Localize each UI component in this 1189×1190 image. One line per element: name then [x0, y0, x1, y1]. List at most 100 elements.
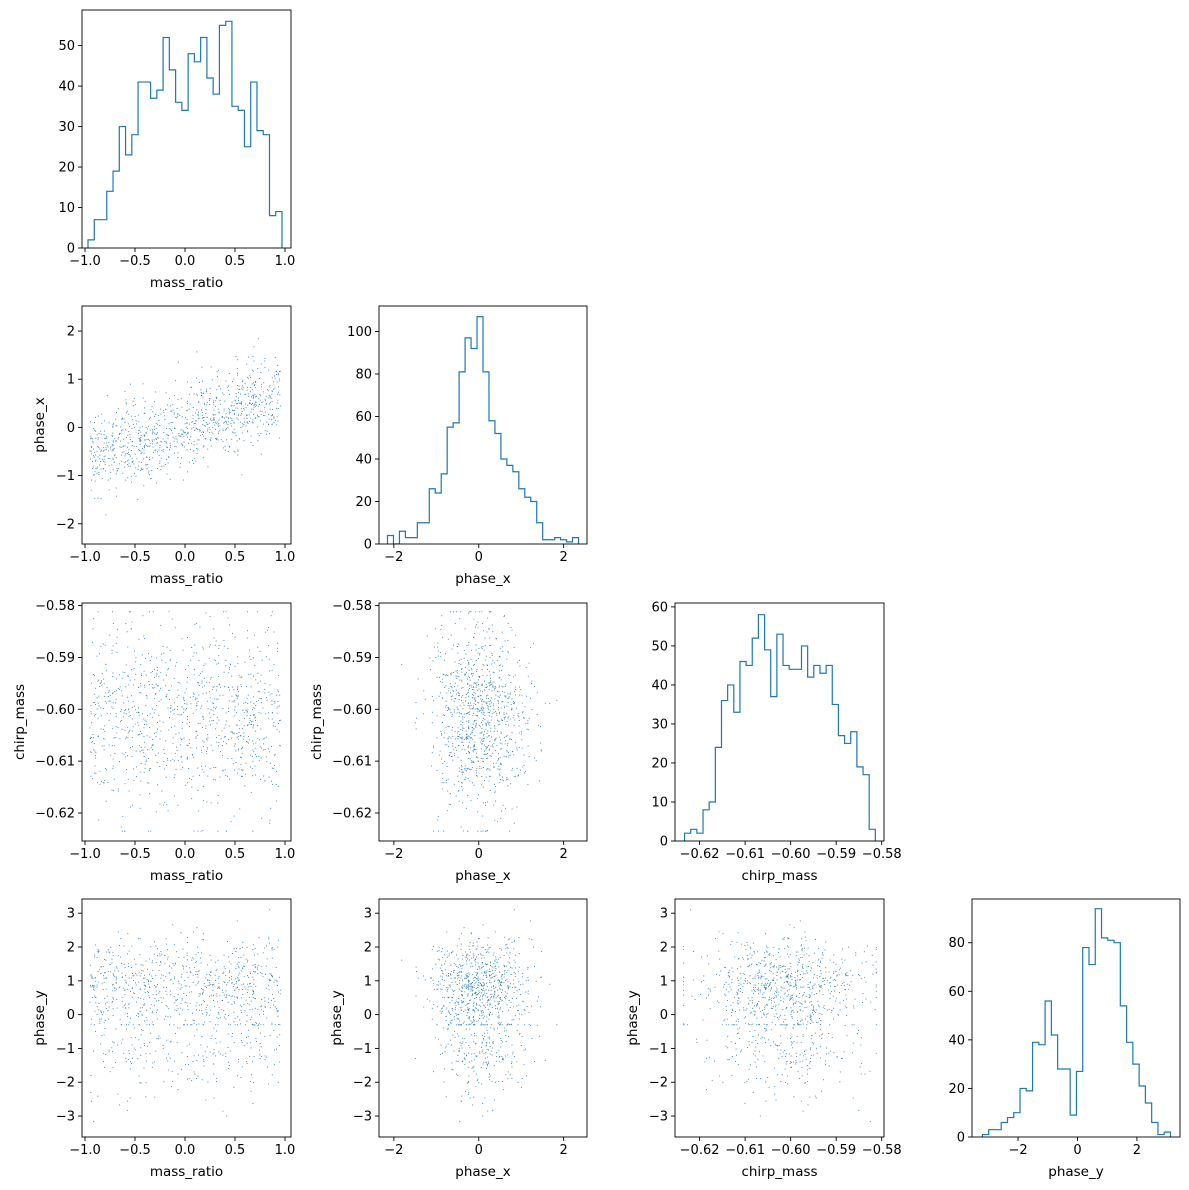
scatter-point [504, 640, 506, 642]
scatter-point [168, 1069, 170, 1071]
scatter-point [451, 997, 453, 999]
scatter-point [532, 642, 534, 644]
scatter-point [106, 951, 107, 953]
scatter-point [111, 450, 113, 452]
scatter-point [540, 750, 542, 752]
scatter-point [257, 1027, 259, 1029]
scatter-point [455, 746, 457, 748]
scatter-point [118, 463, 120, 465]
scatter-point [460, 765, 462, 766]
scatter-point [506, 946, 508, 948]
scatter-point [468, 1017, 470, 1019]
scatter-point [141, 675, 142, 676]
scatter-point [278, 391, 280, 393]
scatter-point [247, 741, 249, 743]
scatter-point [113, 974, 114, 976]
scatter-point [273, 388, 275, 390]
scatter-point [247, 1036, 249, 1038]
scatter-point [271, 418, 272, 420]
scatter-point [473, 1005, 475, 1007]
scatter-point [92, 741, 93, 743]
scatter-point [232, 431, 233, 433]
scatter-point [486, 830, 488, 832]
scatter-point [278, 731, 280, 733]
scatter-point [174, 416, 176, 418]
scatter-point [111, 693, 113, 694]
scatter-point [461, 769, 463, 771]
scatter-point [493, 681, 495, 683]
scatter-point [247, 711, 249, 713]
scatter-point [276, 694, 278, 696]
scatter-point [259, 1043, 261, 1044]
scatter-point [125, 975, 127, 977]
scatter-point [104, 463, 106, 465]
scatter-point [257, 966, 259, 968]
scatter-point [114, 455, 116, 457]
scatter-point [231, 420, 233, 421]
scatter-point [225, 1056, 227, 1058]
scatter-point [173, 965, 175, 967]
scatter-point [495, 738, 496, 740]
scatter-point [210, 994, 212, 996]
scatter-point [183, 431, 185, 433]
scatter-point [474, 741, 476, 743]
scatter-point [482, 987, 484, 989]
scatter-point [131, 481, 133, 483]
scatter-point [169, 1041, 171, 1043]
scatter-point [159, 765, 161, 767]
scatter-point [482, 735, 484, 737]
scatter-point [466, 737, 468, 739]
scatter-point [264, 1055, 266, 1057]
scatter-point [207, 734, 209, 736]
scatter-point [159, 445, 161, 446]
scatter-point [163, 415, 165, 417]
y-tick-label: 40 [355, 453, 372, 468]
scatter-point [107, 458, 109, 460]
scatter-point [217, 421, 219, 423]
scatter-point [183, 737, 185, 739]
scatter-point [127, 737, 129, 739]
scatter-point [119, 446, 121, 448]
scatter-point [255, 396, 256, 398]
scatter-point [159, 447, 161, 449]
scatter-point [484, 750, 485, 752]
scatter-point [160, 997, 162, 999]
scatter-point [480, 700, 482, 702]
scatter-point [206, 422, 207, 424]
scatter-point [98, 415, 100, 417]
scatter-point [206, 1011, 208, 1013]
scatter-point [483, 689, 485, 691]
scatter-point [125, 664, 127, 666]
scatter-point [177, 804, 179, 806]
scatter-point [502, 1057, 504, 1059]
scatter-point [498, 656, 500, 658]
scatter-point [155, 422, 157, 424]
scatter-point [202, 646, 204, 648]
x-axis-label: phase_x [455, 571, 510, 587]
scatter-point [151, 708, 153, 710]
histogram-step-phase_x [386, 316, 580, 544]
scatter-point [94, 702, 96, 703]
scatter-point [470, 932, 472, 934]
scatter-point [117, 408, 119, 410]
scatter-point [486, 687, 487, 688]
scatter-point [179, 466, 181, 468]
scatter-point [206, 1056, 208, 1058]
scatter-point [233, 1042, 235, 1044]
scatter-point [500, 739, 501, 741]
scatter-point [209, 691, 211, 693]
scatter-point [468, 741, 470, 743]
scatter-point [191, 991, 193, 993]
x-tick-label: 0.5 [225, 550, 246, 565]
scatter-point [439, 692, 441, 694]
scatter-point [131, 707, 133, 708]
scatter-point [500, 817, 502, 819]
scatter-point [209, 682, 211, 684]
scatter-point [268, 998, 270, 1000]
scatter-point [495, 737, 497, 739]
scatter-point [254, 665, 256, 667]
scatter-point [179, 414, 181, 416]
scatter-point [113, 449, 114, 451]
scatter-point [238, 748, 240, 750]
scatter-point [206, 1004, 208, 1006]
